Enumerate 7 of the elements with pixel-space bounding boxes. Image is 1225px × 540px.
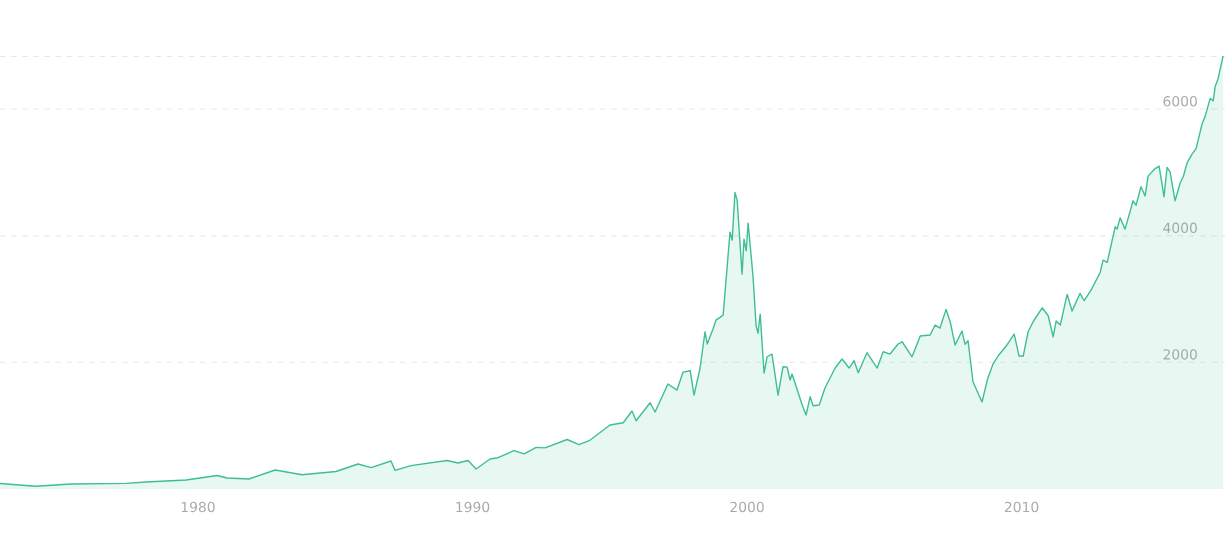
y-tick-label: 6000: [1163, 95, 1197, 107]
x-tick-label: 2000: [730, 501, 764, 513]
x-tick-label: 1990: [456, 501, 490, 513]
x-tick-label: 2010: [1004, 501, 1039, 513]
y-tick-label: 4000: [1163, 222, 1197, 234]
x-tick-label: 1980: [181, 501, 215, 513]
y-tick-label: 2000: [1163, 349, 1197, 360]
